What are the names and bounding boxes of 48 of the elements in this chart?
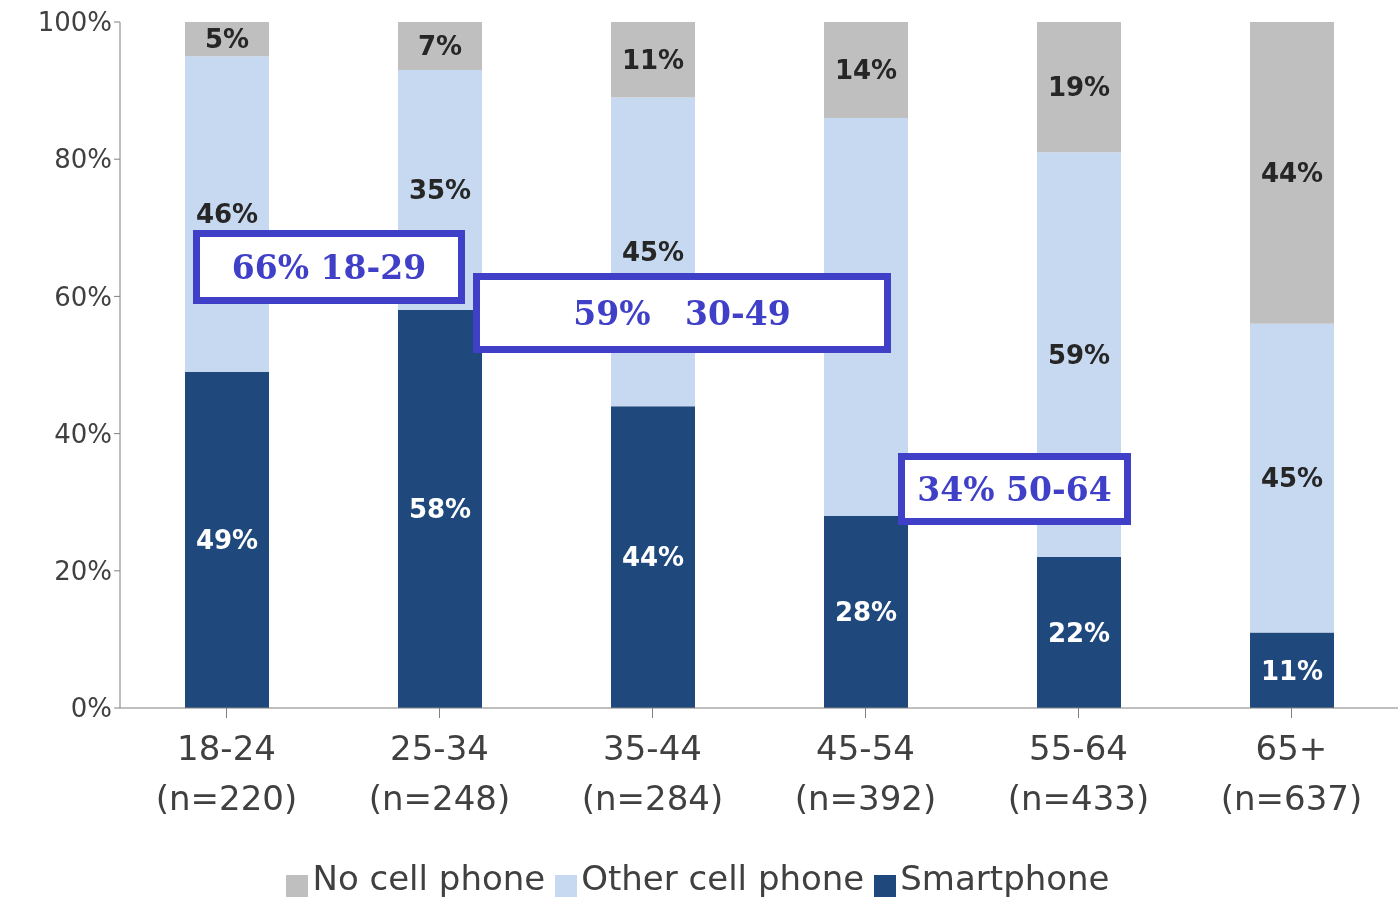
bar [824, 22, 908, 119]
x-tick-label: 55-64 (n=433) [1007, 728, 1150, 818]
data-label: 35% [408, 175, 472, 206]
bar [398, 310, 482, 708]
data-label: 28% [834, 597, 898, 628]
data-label: 49% [195, 525, 259, 556]
bar [1037, 557, 1121, 708]
legend-label: Smartphone [900, 858, 1110, 898]
data-label: 44% [1260, 158, 1324, 189]
x-tick-label: 18-24 (n=220) [155, 728, 298, 818]
y-tick-label: 60% [54, 281, 112, 312]
bar [1250, 323, 1334, 633]
x-tick-label: 25-34 (n=248) [368, 728, 511, 818]
bar [611, 22, 695, 98]
y-tick-label: 20% [54, 556, 112, 587]
bar [611, 406, 695, 708]
annotation: 59% 30-49 [573, 293, 791, 333]
y-tick-label: 0% [70, 693, 112, 724]
bar [185, 371, 269, 708]
x-tick-label: 45-54 (n=392) [794, 728, 937, 818]
data-label: 11% [1260, 655, 1324, 686]
x-tick-label: 65+ (n=637) [1220, 728, 1363, 818]
callout-box: 34% 50-64 [898, 453, 1131, 525]
bar [1250, 22, 1334, 324]
legend-label: Other cell phone [581, 858, 865, 898]
data-label: 11% [621, 44, 685, 75]
data-label: 46% [195, 199, 259, 230]
data-label: 22% [1047, 617, 1111, 648]
data-label: 5% [204, 24, 250, 55]
bar [1037, 22, 1121, 153]
annotation: 34% 50-64 [917, 469, 1112, 509]
x-tick-label: 35-44 (n=284) [581, 728, 724, 818]
data-label: 59% [1047, 339, 1111, 370]
data-label: 58% [408, 494, 472, 525]
callout-box: 59% 30-49 [473, 273, 891, 353]
data-label: 7% [417, 31, 463, 62]
legend-label: No cell phone [312, 858, 546, 898]
data-label: 44% [621, 542, 685, 573]
y-tick-label: 100% [37, 7, 112, 38]
callout-box: 66% 18-29 [193, 230, 465, 304]
y-tick-label: 40% [54, 418, 112, 449]
annotation: 66% 18-29 [231, 247, 427, 287]
y-tick-label: 80% [54, 144, 112, 175]
data-label: 14% [834, 55, 898, 86]
bar [824, 515, 908, 708]
data-label: 45% [1260, 463, 1324, 494]
data-label: 19% [1047, 72, 1111, 103]
data-label: 45% [621, 237, 685, 268]
